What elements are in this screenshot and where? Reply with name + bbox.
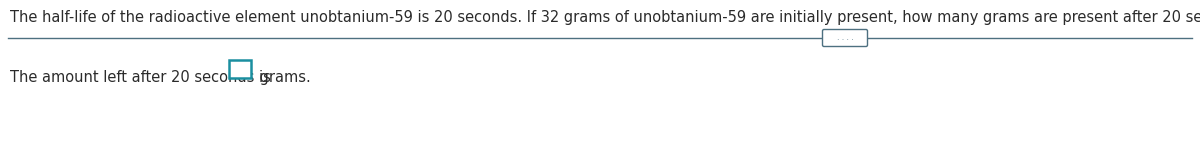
FancyBboxPatch shape (822, 29, 868, 47)
Text: grams.: grams. (256, 70, 311, 85)
Text: . . . .: . . . . (836, 33, 853, 43)
Text: The half-life of the radioactive element unobtanium-59 is 20 seconds. If 32 gram: The half-life of the radioactive element… (10, 10, 1200, 25)
Text: The amount left after 20 seconds is: The amount left after 20 seconds is (10, 70, 276, 85)
FancyBboxPatch shape (229, 60, 251, 78)
